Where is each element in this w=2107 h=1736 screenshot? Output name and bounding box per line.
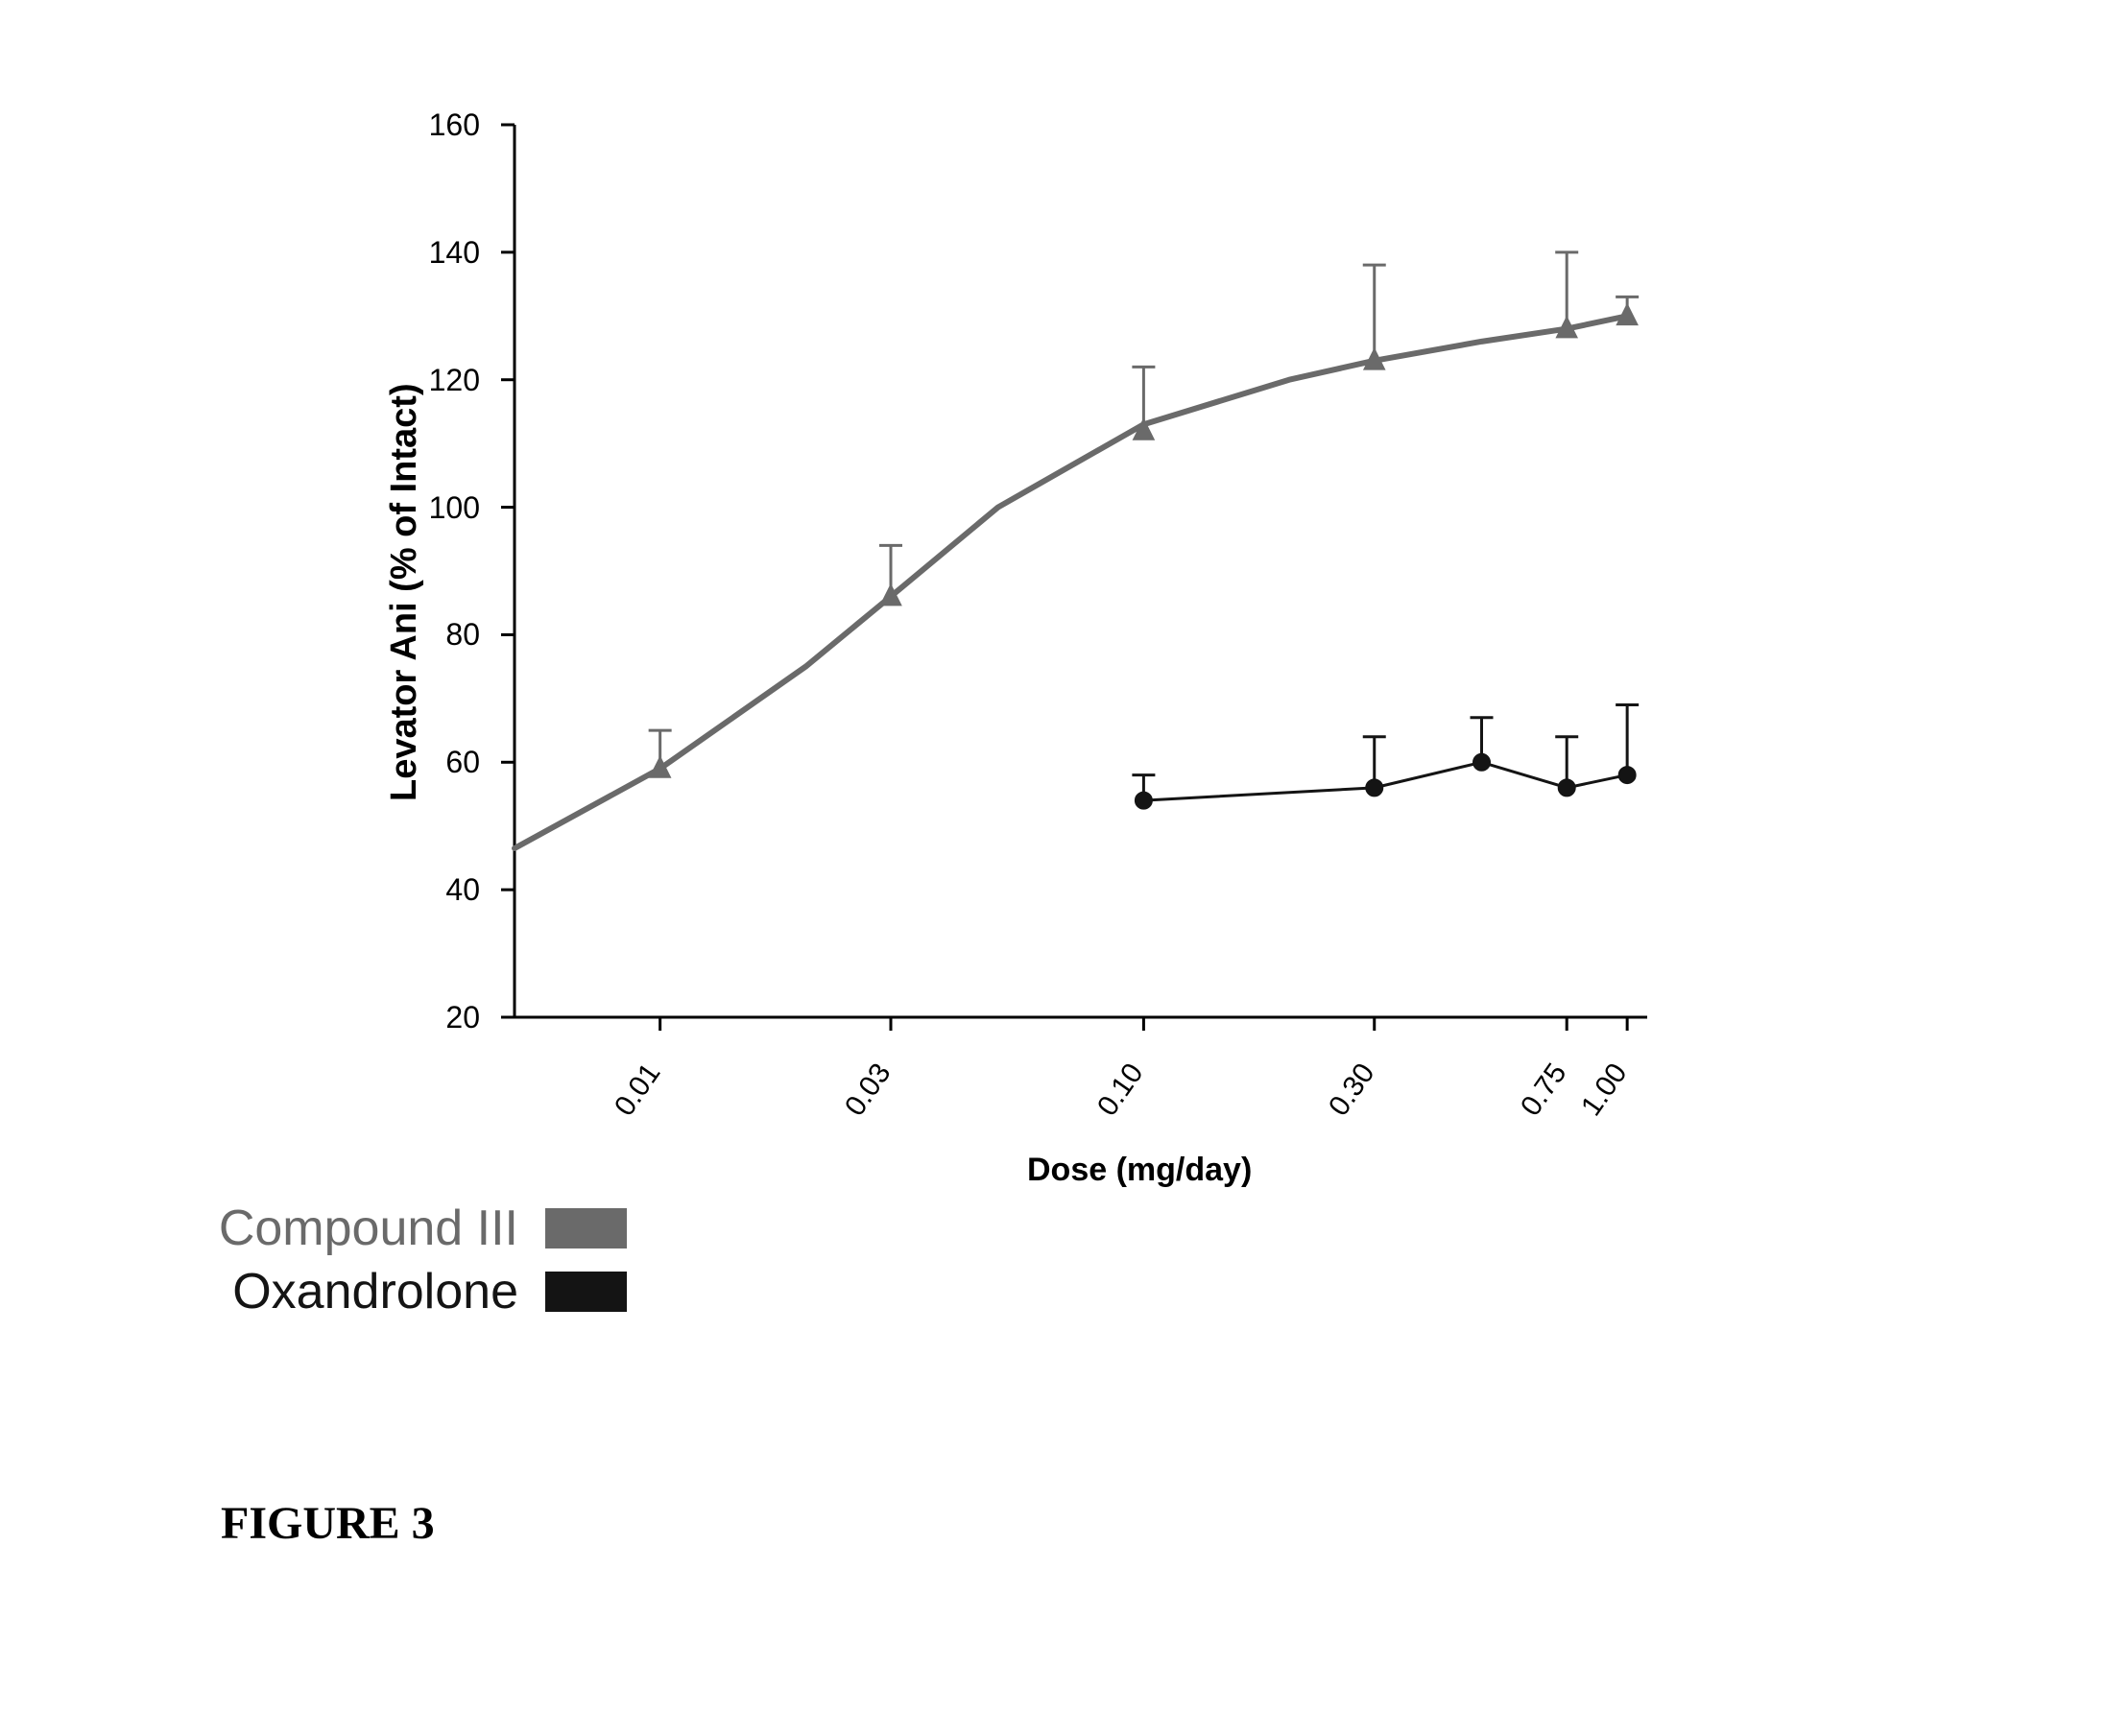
legend-label: Oxandrolone — [125, 1263, 518, 1320]
x-axis-title: Dose (mg/day) — [1027, 1152, 1252, 1189]
chart-container: Levator Ani (% of Intact) Dose (mg/day) … — [499, 125, 1649, 1039]
x-tick-label: 0.10 — [1091, 1058, 1150, 1122]
figure-caption: FIGURE 3 — [221, 1497, 435, 1550]
y-tick-label: 100 — [422, 490, 480, 526]
y-tick-label: 80 — [422, 617, 480, 653]
legend: Compound III Oxandrolone — [125, 1200, 627, 1326]
y-tick-label: 160 — [422, 107, 480, 143]
legend-item-oxandrolone: Oxandrolone — [125, 1263, 627, 1320]
x-tick-label: 1.00 — [1575, 1058, 1634, 1122]
y-tick-label: 40 — [422, 872, 480, 908]
x-tick-label: 0.75 — [1515, 1058, 1573, 1122]
y-tick-label: 60 — [422, 745, 480, 780]
chart-svg — [499, 125, 1649, 1034]
y-tick-label: 120 — [422, 363, 480, 398]
y-tick-label: 140 — [422, 235, 480, 271]
legend-swatch — [545, 1272, 627, 1312]
y-tick-label: 20 — [422, 1000, 480, 1035]
x-tick-label: 0.01 — [609, 1058, 667, 1122]
legend-label: Compound III — [125, 1200, 518, 1257]
x-tick-label: 0.03 — [839, 1058, 898, 1122]
y-axis-title: Levator Ani (% of Intact) — [384, 383, 425, 801]
legend-item-compound-iii: Compound III — [125, 1200, 627, 1257]
page: Levator Ani (% of Intact) Dose (mg/day) … — [0, 0, 2107, 1736]
x-tick-label: 0.30 — [1323, 1058, 1381, 1122]
legend-swatch — [545, 1208, 627, 1248]
